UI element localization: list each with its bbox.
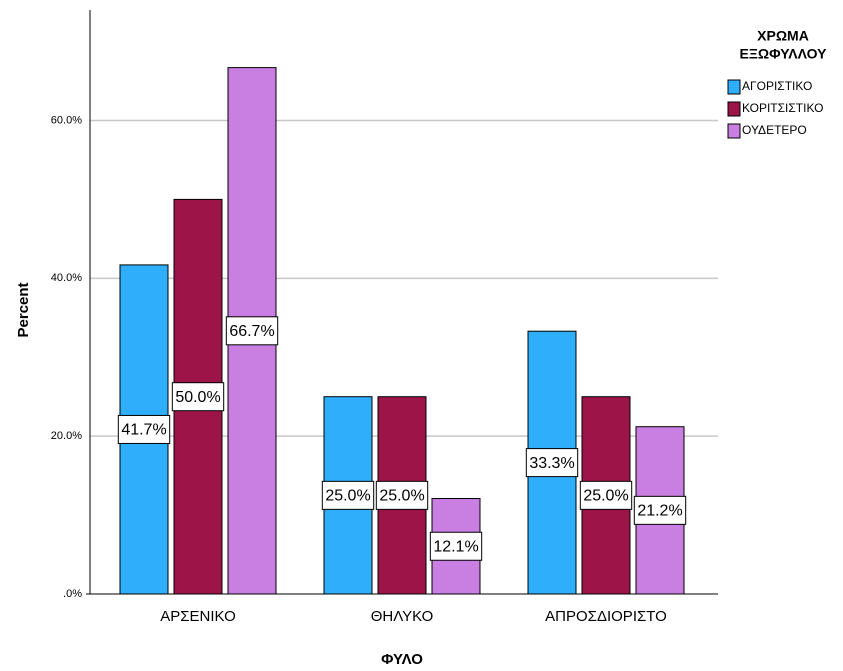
x-tick-label: ΑΠΡΟΣΔΙΟΡΙΣΤΟ xyxy=(545,608,667,625)
data-label-box xyxy=(171,382,225,412)
data-label-box xyxy=(225,316,279,346)
data-label: 50.0% xyxy=(175,389,220,406)
legend-label: ΚΟΡΙΤΣΙΣΤΙΚΟ xyxy=(742,101,823,115)
data-label-box xyxy=(117,414,171,444)
legend-label: ΟΥΔΕΤΕΡΟ xyxy=(742,123,807,137)
x-tick-label: ΑΡΣΕΝΙΚΟ xyxy=(160,608,236,625)
y-tick-label: 20.0% xyxy=(51,430,82,442)
data-label: 33.3% xyxy=(529,455,574,472)
y-axis-label: Percent xyxy=(15,282,32,337)
data-label: 25.0% xyxy=(583,488,628,505)
x-tick-label: ΘΗΛΥΚΟ xyxy=(371,608,434,625)
data-label-box xyxy=(579,480,633,510)
data-label: 12.1% xyxy=(433,538,478,555)
data-label-box xyxy=(633,495,687,525)
data-label: 21.2% xyxy=(637,503,682,520)
data-label-box xyxy=(525,448,579,478)
data-label: 25.0% xyxy=(379,488,424,505)
data-label-box xyxy=(321,480,375,510)
data-label-box xyxy=(429,531,483,561)
x-axis-label: ΦΥΛΟ xyxy=(381,651,423,668)
data-label: 25.0% xyxy=(325,488,370,505)
y-tick-label: 40.0% xyxy=(51,272,82,284)
legend-swatch xyxy=(727,101,741,117)
data-label: 41.7% xyxy=(121,422,166,439)
legend-title: ΕΞΩΦΥΛΛΟΥ xyxy=(740,46,828,62)
y-tick-label: 60.0% xyxy=(51,114,82,126)
y-tick-label: .0% xyxy=(63,588,82,600)
legend-swatch xyxy=(727,123,741,139)
data-label-box xyxy=(375,480,429,510)
legend-label: ΑΓΟΡΙΣΤΙΚΟ xyxy=(742,79,812,93)
data-label: 66.7% xyxy=(229,323,274,340)
legend-title: ΧΡΩΜΑ xyxy=(757,28,809,44)
legend-swatch xyxy=(727,79,741,95)
